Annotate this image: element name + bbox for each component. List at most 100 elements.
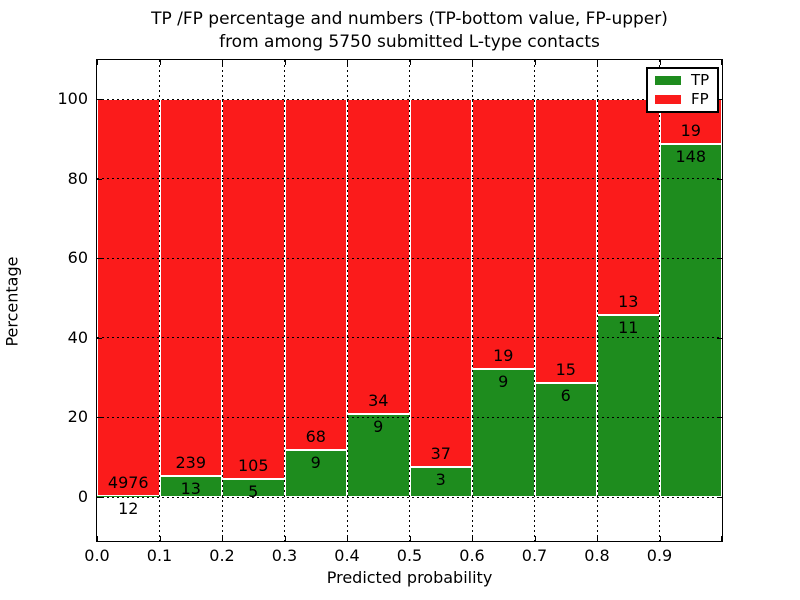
chart-title-line1: TP /FP percentage and numbers (TP-bottom… — [151, 9, 668, 29]
bar-tp — [534, 383, 597, 497]
bar-fp — [284, 99, 347, 451]
tp-count-label: 5 — [248, 481, 259, 501]
y-tick-mark — [717, 337, 722, 339]
x-axis-label: Predicted probability — [326, 568, 493, 587]
fp-count-label: 13 — [618, 291, 639, 311]
x-tick-mark — [347, 536, 348, 541]
y-tick-mark — [97, 258, 102, 260]
bar-tp — [409, 467, 472, 497]
legend-entry-fp: FP — [655, 92, 709, 107]
x-tick-mark — [597, 536, 598, 541]
bar-tp — [659, 144, 722, 497]
gridline-x — [534, 60, 535, 541]
x-tick-label: 0.8 — [584, 546, 610, 565]
bar-fp — [222, 99, 285, 479]
tp-count-label: 9 — [498, 372, 509, 392]
tp-count-label: 9 — [310, 453, 321, 473]
fp-count-label: 19 — [680, 121, 701, 141]
chart-title: TP /FP percentage and numbers (TP-bottom… — [96, 8, 723, 54]
x-tick-mark — [721, 536, 722, 541]
bar-fp — [97, 99, 160, 497]
y-tick-label: 40 — [67, 327, 88, 347]
x-tick-mark — [97, 60, 98, 65]
y-tick-label: 20 — [67, 407, 88, 427]
x-tick-mark — [284, 60, 286, 65]
gridline-x — [346, 60, 348, 541]
gridline-y — [97, 178, 722, 180]
x-tick-mark — [347, 60, 348, 65]
fp-legend-label: FP — [691, 90, 709, 108]
y-tick-mark — [97, 497, 102, 498]
x-tick-label: 0.0 — [84, 546, 110, 565]
fp-count-label: 34 — [368, 390, 389, 410]
x-tick-mark — [97, 536, 98, 541]
gridline-y — [97, 98, 722, 100]
fp-count-label: 4976 — [107, 473, 149, 493]
x-tick-label: 0.3 — [271, 546, 298, 565]
bar-fp — [347, 99, 410, 414]
bar-fp — [597, 99, 660, 315]
y-axis-label: Percentage — [2, 256, 22, 347]
x-tick-mark — [409, 60, 411, 65]
bar-fp — [409, 99, 472, 468]
y-tick-label: 100 — [57, 89, 88, 108]
tp-legend-swatch — [655, 76, 681, 85]
gridline-x — [159, 60, 160, 541]
x-tick-label: 0.1 — [146, 546, 173, 565]
bar-fp — [159, 99, 222, 477]
gridline-y — [97, 257, 722, 259]
x-tick-label: 0.7 — [521, 546, 548, 565]
fp-count-label: 239 — [175, 453, 207, 473]
tp-count-label: 12 — [118, 499, 139, 519]
y-tick-mark — [717, 417, 722, 419]
tp-count-label: 3 — [435, 470, 446, 490]
gridline-x — [284, 60, 285, 541]
x-tick-mark — [159, 60, 161, 65]
x-tick-label: 0.2 — [209, 546, 235, 565]
x-tick-label: 0.9 — [646, 546, 673, 565]
x-tick-mark — [472, 60, 473, 65]
x-tick-mark — [721, 60, 722, 65]
x-tick-label: 0.5 — [396, 546, 423, 565]
x-tick-label: 0.4 — [334, 546, 360, 565]
fp-count-label: 68 — [305, 427, 326, 447]
x-tick-mark — [659, 536, 661, 541]
x-tick-mark — [409, 536, 411, 541]
tp-count-label: 9 — [373, 416, 384, 436]
y-tick-label: 80 — [67, 168, 88, 188]
legend: TP FP — [646, 67, 720, 113]
y-tick-label: 60 — [67, 248, 88, 268]
plot-area: 4976 12 239 13 105 5 68 9 34 9 37 3 19 9 15 6 13 11 19 148 … — [96, 59, 723, 542]
fp-count-label: 15 — [555, 360, 576, 380]
fp-legend-swatch — [655, 95, 681, 104]
chart-title-line2: from among 5750 submitted L-type contact… — [219, 32, 600, 52]
y-tick-mark — [717, 258, 722, 260]
y-tick-label: 0 — [77, 487, 88, 506]
y-tick-mark — [717, 497, 722, 498]
plot-inner: 4976 12 239 13 105 5 68 9 34 9 37 3 19 9 15 6 13 11 19 148 — [97, 60, 722, 541]
gridline-x — [409, 60, 410, 541]
x-tick-mark — [534, 60, 536, 65]
legend-entry-tp: TP — [655, 73, 709, 88]
y-tick-mark — [97, 178, 102, 180]
x-tick-mark — [659, 60, 661, 65]
bar-fp — [472, 99, 535, 370]
x-tick-mark — [284, 536, 286, 541]
x-tick-label: 0.6 — [459, 546, 485, 565]
gridline-x — [659, 60, 660, 541]
y-tick-mark — [97, 337, 102, 339]
x-tick-mark — [159, 536, 161, 541]
tp-count-label: 13 — [180, 479, 201, 499]
x-tick-mark — [222, 536, 223, 541]
tp-legend-label: TP — [691, 71, 710, 89]
x-tick-mark — [222, 60, 223, 65]
gridline-y — [97, 337, 722, 339]
fp-count-label: 105 — [237, 455, 269, 475]
tp-count-label: 148 — [675, 147, 707, 167]
bar-tp — [347, 413, 410, 497]
y-tick-mark — [717, 178, 722, 180]
gridline-x — [596, 60, 598, 541]
x-tick-mark — [472, 536, 473, 541]
y-tick-mark — [717, 99, 722, 100]
